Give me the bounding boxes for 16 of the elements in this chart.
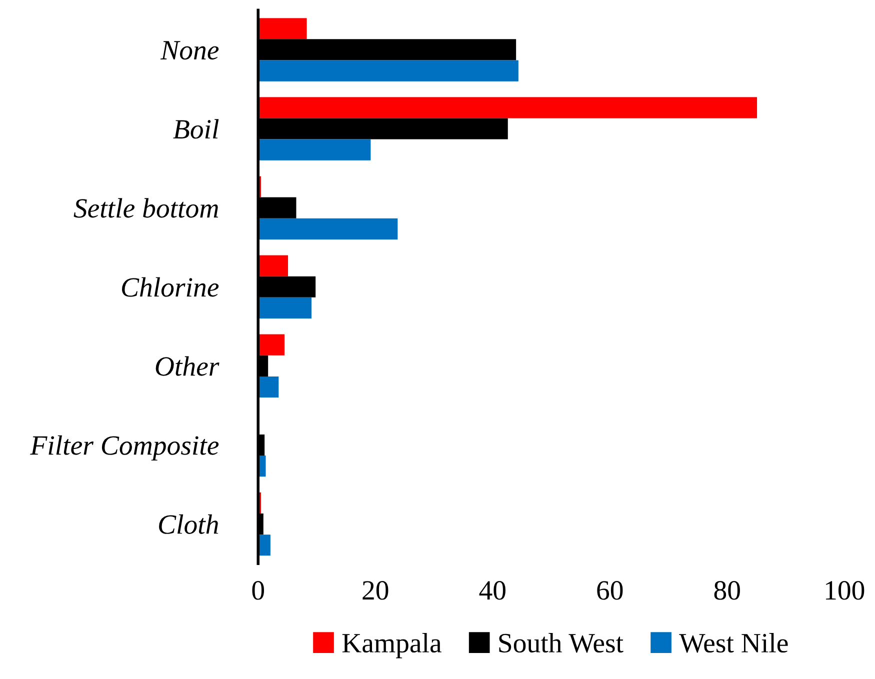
x-tick-label: 80	[714, 581, 740, 600]
y-tick-label: Settle bottom	[74, 198, 218, 218]
y-tick-label: Boil	[173, 119, 219, 139]
x-tick-label: 100	[826, 581, 864, 600]
x-tick-label: 0	[252, 581, 264, 600]
y-tick-label: Filter Composite	[30, 435, 219, 461]
y-tick-label: Cloth	[159, 514, 218, 534]
y-tick-label: None	[160, 41, 219, 60]
x-tick-label: 60	[597, 581, 623, 600]
legend-label: Kampala	[342, 633, 442, 658]
y-tick-label: Other	[156, 356, 220, 376]
x-tick-label: 40	[479, 581, 506, 600]
x-tick-label: 20	[362, 581, 388, 600]
legend-label: West Nile	[679, 633, 788, 653]
y-tick-label: Chlorine	[122, 277, 219, 297]
legend-label: South West	[499, 633, 624, 653]
